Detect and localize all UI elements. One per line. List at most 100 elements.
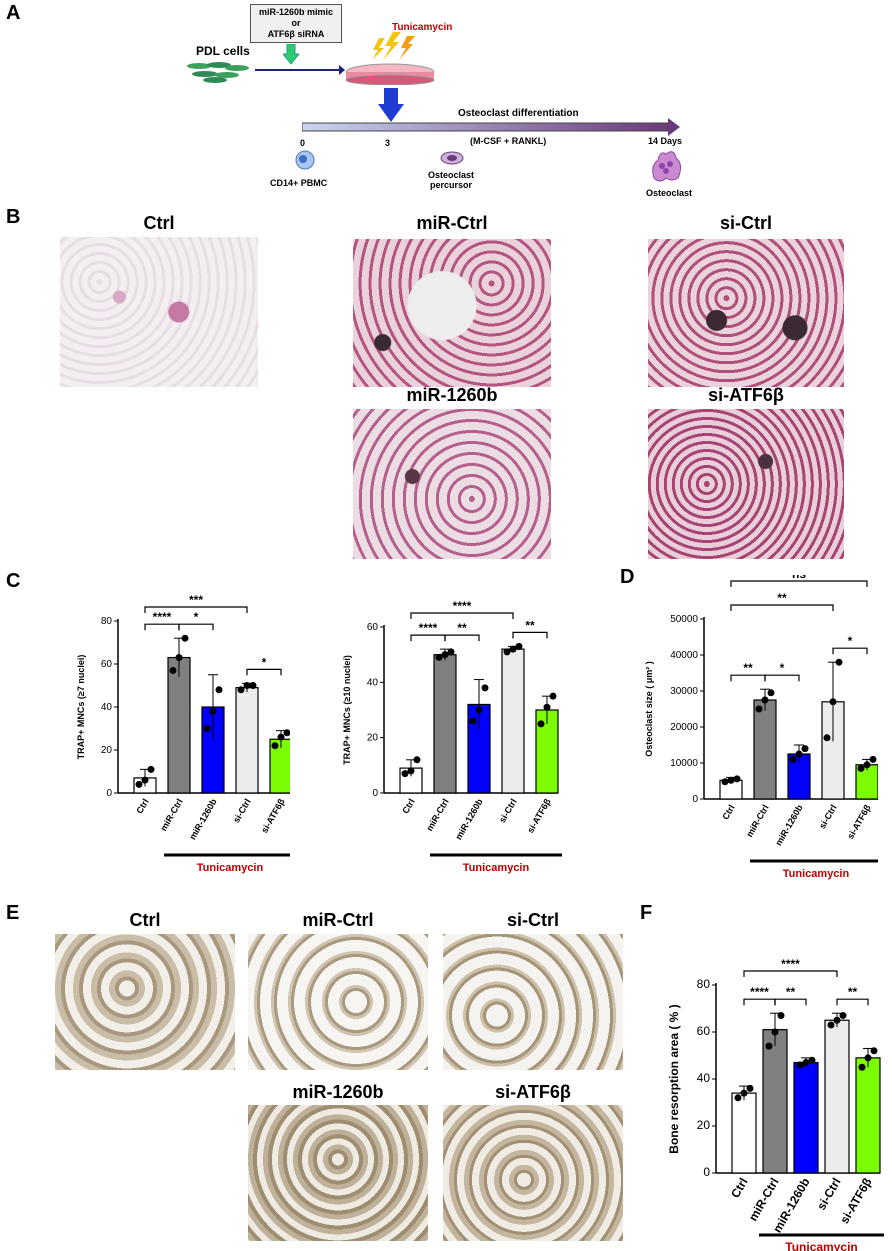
data-point — [549, 692, 557, 700]
y-tick-label: 20 — [101, 745, 113, 756]
data-point — [543, 703, 551, 711]
data-point — [509, 645, 517, 653]
data-point — [237, 686, 245, 694]
y-tick-label: 80 — [697, 977, 711, 991]
data-point — [733, 775, 741, 783]
x-tick-label: miR-1260b — [773, 803, 805, 848]
panel-label-a: A — [6, 2, 21, 24]
significance-bracket — [144, 623, 180, 631]
data-point — [475, 706, 483, 714]
bar-si-Ctrl — [501, 648, 525, 794]
data-point — [283, 729, 290, 737]
pit-image-sictrl — [443, 934, 623, 1070]
pit-image-mir1260b — [248, 1105, 428, 1241]
significance-bracket — [246, 668, 282, 676]
timeline-arrow-icon — [302, 118, 680, 136]
significance-label: ** — [786, 985, 796, 999]
bar-si-Ctrl — [824, 1019, 850, 1174]
bar-miR-Ctrl — [753, 699, 777, 800]
x-tick-label: miR-Ctrl — [744, 803, 770, 839]
panel-label-d: D — [620, 566, 635, 588]
bar-si-Ctrl — [235, 687, 259, 794]
schematic: PDL cells miR-1260b mimic or ATF6β siRNA… — [0, 0, 892, 205]
data-point — [777, 1012, 785, 1020]
mcsf-label: (M-CSF + RANKL) — [470, 136, 547, 146]
data-point — [795, 750, 803, 758]
precursor-cell-icon — [440, 151, 464, 165]
blue-down-arrow-icon — [378, 88, 404, 122]
y-tick-label: 40 — [101, 702, 113, 713]
y-axis-label: TRAP+ MNCs (≥7 nuclei) — [76, 655, 86, 760]
data-point — [789, 755, 797, 763]
bar-miR-Ctrl — [167, 656, 191, 794]
transfection-box: miR-1260b mimic or ATF6β siRNA — [250, 4, 342, 43]
bar-miR-Ctrl — [433, 654, 457, 794]
significance-label: ** — [848, 985, 858, 999]
diff-label: Osteoclast differentiation — [458, 108, 579, 119]
trap-image-siatf6b — [648, 409, 844, 559]
significance-bracket — [410, 634, 446, 642]
pit-title-mir1260b: miR-1260b — [292, 1082, 384, 1102]
data-point — [441, 651, 449, 659]
significance-bracket — [178, 623, 214, 631]
significance-label: * — [194, 610, 199, 624]
significance-bracket — [444, 634, 480, 642]
x-tick-label: si-Ctrl — [231, 797, 253, 825]
trap-title-siatf6b: si-ATF6β — [708, 385, 784, 405]
data-point — [765, 1042, 773, 1050]
x-tick-label: si-ATF6β — [845, 803, 873, 841]
y-tick-label: 50000 — [670, 614, 698, 625]
data-point — [755, 705, 763, 713]
bar-miR-Ctrl — [762, 1029, 788, 1174]
data-point — [802, 1059, 810, 1067]
significance-bracket — [832, 647, 868, 655]
y-tick-label: 20 — [697, 1118, 711, 1132]
treatment-label: Tunicamycin — [197, 862, 264, 874]
x-tick-label: si-ATF6β — [525, 797, 553, 835]
pit-image-siatf6b — [443, 1105, 623, 1241]
significance-label: * — [780, 661, 785, 675]
significance-bracket — [730, 674, 766, 682]
y-tick-label: 80 — [101, 616, 113, 627]
x-tick-label: si-ATF6β — [259, 797, 287, 835]
significance-label: **** — [453, 599, 472, 613]
data-point — [537, 720, 545, 728]
data-point — [181, 634, 189, 642]
data-point — [740, 1089, 748, 1097]
y-axis-label: TRAP+ MNCs (≥10 nuclei) — [342, 655, 352, 765]
bar-miR-1260b — [793, 1061, 819, 1174]
data-point — [209, 707, 217, 715]
significance-label: ** — [525, 618, 535, 632]
y-tick-label: 60 — [367, 622, 379, 633]
right-arrow-icon — [255, 65, 345, 75]
y-tick-label: 60 — [101, 659, 113, 670]
data-point — [277, 733, 285, 741]
y-tick-label: 20 — [367, 733, 379, 744]
pit-image-ctrl — [55, 934, 235, 1070]
culture-dish-icon — [345, 32, 435, 85]
transfection-line-3: ATF6β siRNA — [267, 29, 325, 39]
y-tick-label: 60 — [697, 1024, 711, 1038]
treatment-label: Tunicamycin — [785, 1240, 857, 1251]
data-point — [767, 689, 775, 697]
data-point — [734, 1094, 742, 1102]
trap-title-mirctrl: miR-Ctrl — [416, 213, 488, 233]
data-point — [469, 717, 477, 725]
significance-bracket — [730, 580, 868, 587]
data-point — [835, 658, 843, 666]
data-point — [147, 765, 155, 773]
osteoclast-label: Osteoclast — [646, 188, 693, 198]
significance-bracket — [743, 970, 838, 977]
data-point — [175, 654, 183, 662]
pit-image-mirctrl — [248, 934, 428, 1070]
significance-label: ** — [743, 661, 753, 675]
data-point — [727, 776, 735, 784]
data-point — [447, 648, 455, 656]
pbmc-cell-icon — [295, 150, 315, 170]
data-point — [829, 698, 837, 706]
y-tick-label: 0 — [703, 1165, 710, 1179]
y-tick-label: 30000 — [670, 686, 698, 697]
chart-trap-7nuclei: 0 20 40 60 80 TRAP+ MNCs (≥7 nuclei) Ctrl miR-C… — [76, 593, 290, 874]
data-point — [243, 682, 251, 689]
data-point — [249, 682, 257, 689]
